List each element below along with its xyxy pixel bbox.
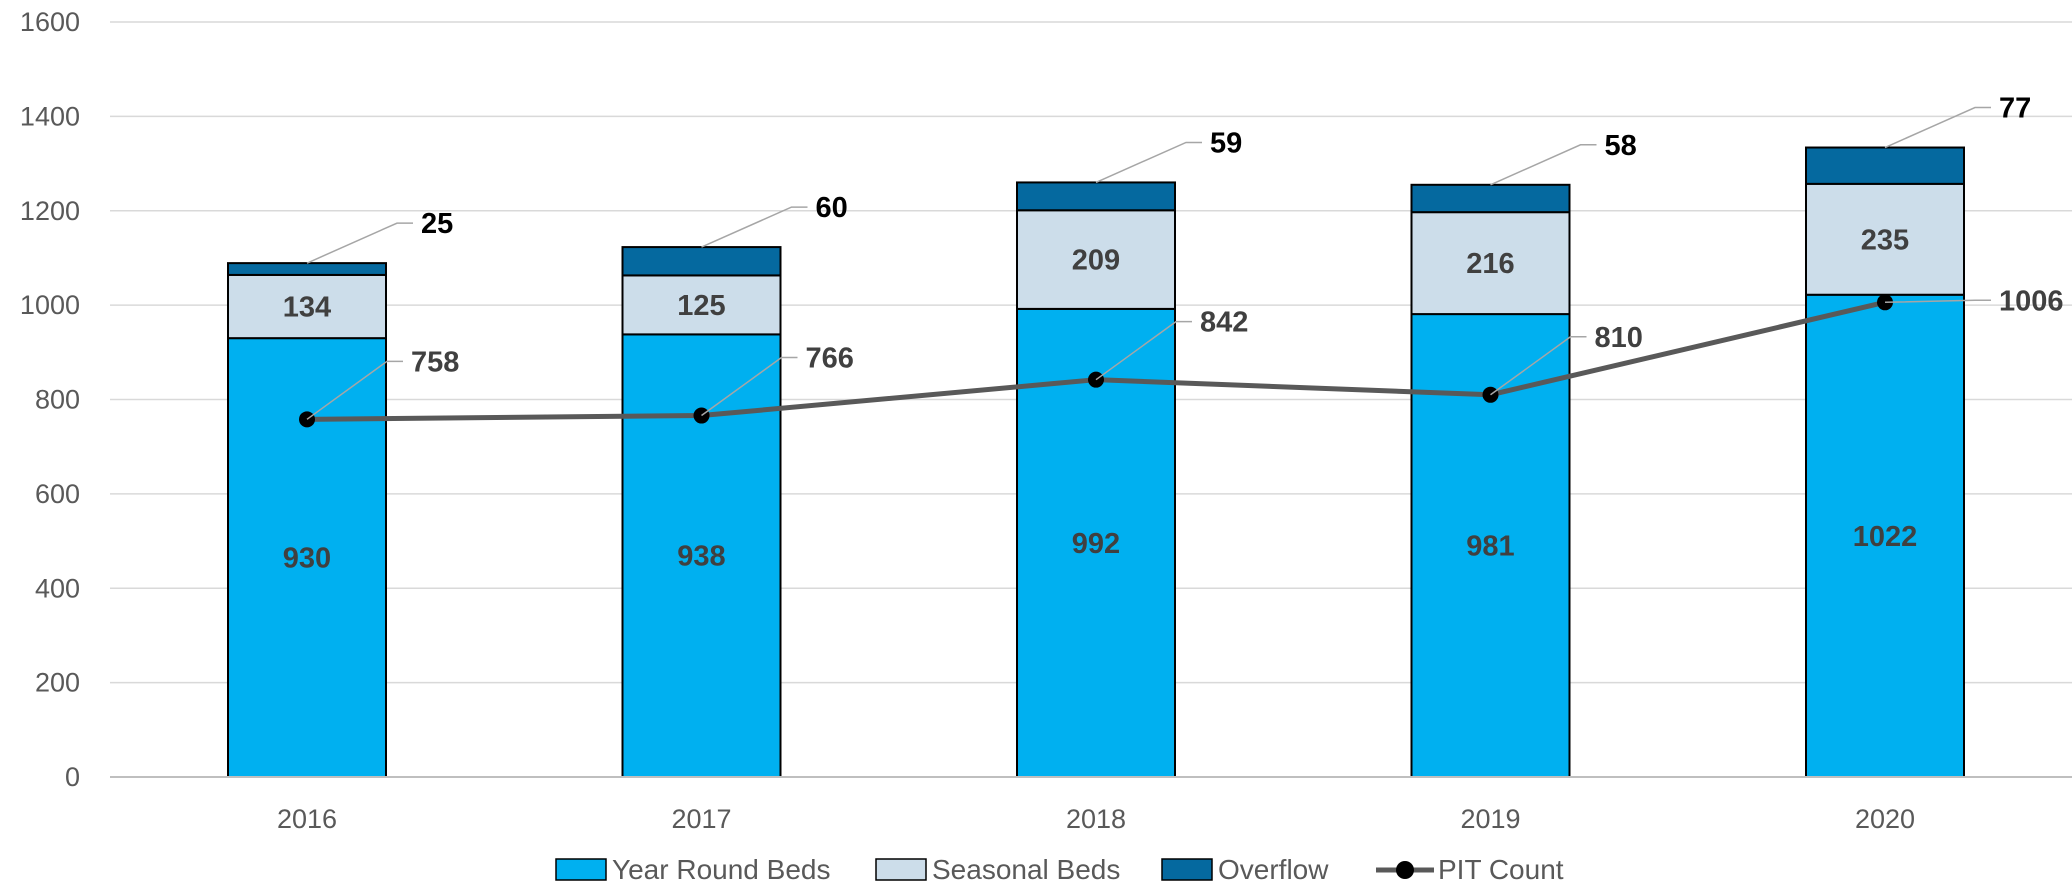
bar-overflow: [1410, 183, 1571, 214]
bar-value-label: 938: [677, 541, 725, 573]
x-axis-tick-labels: 2016 2017 2018 2019 2020: [277, 804, 1915, 834]
x-tick-label: 2018: [1066, 804, 1126, 834]
bar-value-label: 981: [1466, 531, 1514, 563]
y-tick-label: 1400: [20, 101, 80, 131]
legend-label: PIT Count: [1438, 854, 1564, 885]
bar-value-label: 235: [1861, 224, 1909, 256]
legend-label: Seasonal Beds: [932, 854, 1120, 885]
x-tick-label: 2020: [1855, 804, 1915, 834]
pit-count-leader-line: [701, 356, 798, 417]
bar-value-label: 1022: [1853, 521, 1918, 553]
bar-value-label: 209: [1072, 245, 1120, 277]
bar-seasonal-beds: [621, 274, 782, 336]
pit-count-leader-line: [1095, 320, 1192, 381]
overflow-value-label: 58: [1605, 130, 1637, 162]
legend-swatch: [875, 858, 927, 881]
pit-count-value-label: 1006: [1999, 285, 2064, 317]
data-labels: 930 134 938 125 992 209 981 216 1022 235 25 60 59 58 7…: [283, 93, 2064, 575]
pit-count-leader-line: [1490, 336, 1587, 396]
overflow-value-label: 25: [421, 208, 453, 240]
y-tick-label: 800: [35, 385, 80, 415]
y-tick-label: 600: [35, 479, 80, 509]
bar-seasonal-beds: [1805, 182, 1965, 296]
pit-count-value-label: 842: [1200, 307, 1248, 339]
bar-year-round-beds: [227, 337, 387, 778]
legend-year-round-beds: Year Round Beds: [555, 854, 830, 885]
legend-seasonal-beds: Seasonal Beds: [875, 854, 1120, 885]
legend-label: Overflow: [1218, 854, 1329, 885]
pit-count-value-label: 810: [1595, 322, 1643, 354]
y-tick-label: 1200: [20, 196, 80, 226]
overflow-value-label: 60: [816, 192, 848, 224]
y-tick-label: 0: [65, 762, 80, 792]
y-tick-label: 400: [35, 573, 80, 603]
bar-overflow: [1805, 146, 1965, 185]
y-tick-label: 200: [35, 668, 80, 698]
bar-seasonal-beds: [227, 273, 387, 340]
legend-label: Year Round Beds: [612, 854, 830, 885]
x-tick-label: 2019: [1460, 804, 1520, 834]
bar-overflow: [227, 262, 387, 276]
bar-value-label: 992: [1072, 528, 1120, 560]
legend-swatch: [555, 858, 607, 881]
y-tick-label: 1000: [20, 290, 80, 320]
x-tick-label: 2017: [671, 804, 731, 834]
y-tick-label: 1600: [20, 7, 80, 37]
bar-year-round-beds: [1805, 293, 1965, 778]
legend-marker: [1396, 861, 1414, 879]
overflow-leader-line: [306, 222, 413, 264]
overflow-leader-line: [1490, 144, 1597, 186]
pit-count-leader-line: [1884, 299, 1991, 304]
legend-pit-count: PIT Count: [1376, 854, 1564, 885]
bar-seasonal-beds: [1016, 209, 1176, 310]
overflow-value-label: 59: [1210, 127, 1242, 159]
pit-count-value-label: 758: [411, 346, 459, 378]
bar-value-label: 930: [283, 543, 331, 575]
y-axis-tick-labels: 0 200 400 600 800 1000 1200 1400 1600: [20, 7, 80, 792]
bars: [227, 146, 1965, 778]
overflow-leader-line: [701, 206, 808, 248]
pit-count-leader-line: [306, 360, 403, 420]
bar-overflow: [621, 246, 782, 277]
pit-count-value-label: 766: [806, 343, 854, 375]
bar-seasonal-beds: [1410, 211, 1571, 316]
overflow-leader-line: [1095, 141, 1202, 184]
overflow-value-label: 77: [1999, 93, 2031, 125]
x-tick-label: 2016: [277, 804, 337, 834]
bar-value-label: 134: [283, 292, 331, 324]
overflow-leader-line: [1884, 106, 1991, 149]
legend-swatch: [1161, 858, 1213, 881]
bar-value-label: 216: [1466, 248, 1514, 280]
legend: Year Round Beds Seasonal Beds Overflow PIT …: [555, 854, 1564, 885]
bar-value-label: 125: [677, 290, 725, 322]
legend-overflow: Overflow: [1161, 854, 1329, 885]
bar-overflow: [1016, 181, 1176, 212]
